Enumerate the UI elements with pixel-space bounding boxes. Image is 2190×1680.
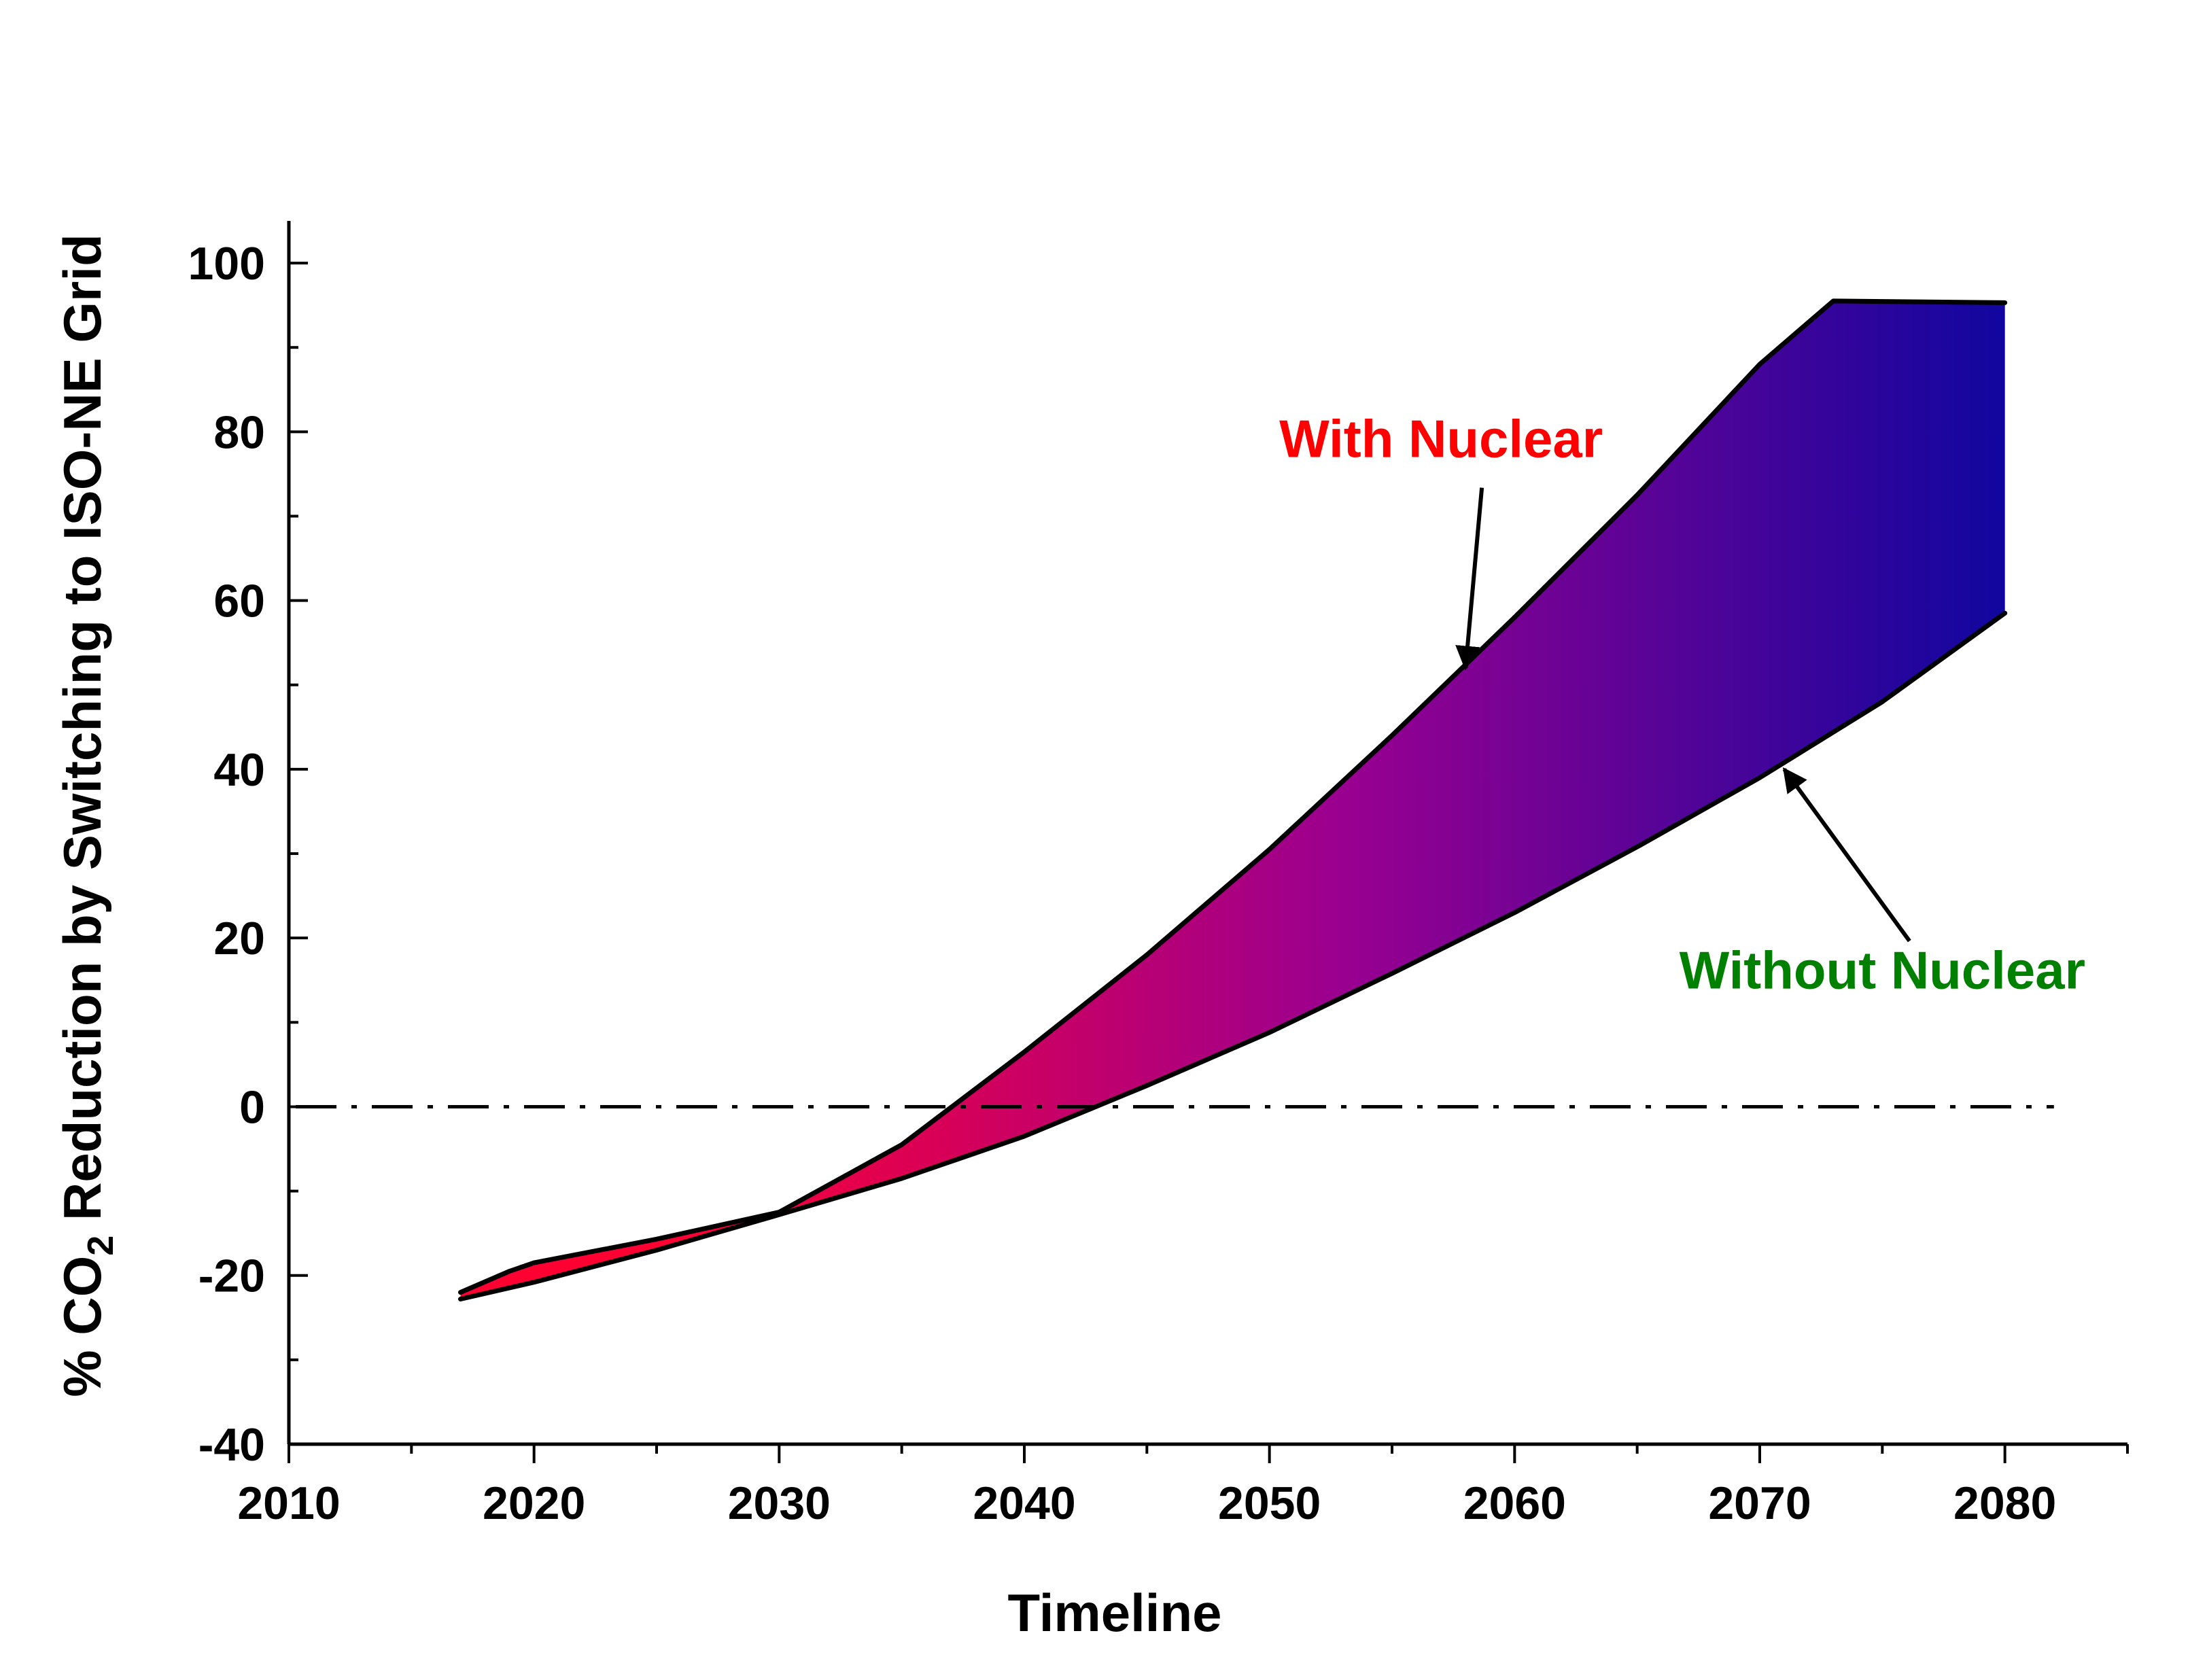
y-axis-title-prefix: % CO	[52, 1256, 112, 1397]
y-tick-label: 40	[213, 744, 265, 796]
x-tick-label: 2030	[728, 1477, 831, 1529]
y-tick-label: -20	[198, 1250, 265, 1302]
series-line-with-nuclear	[458, 298, 2008, 1295]
annotation-without-nuclear: Without Nuclear	[1680, 941, 2085, 1000]
arrow-with-nuclear	[1455, 487, 1484, 671]
y-tick-label: 20	[213, 913, 265, 964]
x-axis-title: Timeline	[1007, 1583, 1221, 1643]
annotation-with-nuclear: With Nuclear	[1279, 409, 1603, 469]
band-area	[460, 300, 2005, 1299]
y-tick-label: 60	[213, 576, 265, 627]
y-tick-label: -40	[198, 1419, 265, 1471]
y-axis-title-subscript: 2	[80, 1236, 121, 1256]
y-tick-label: 100	[188, 238, 265, 290]
x-tick-label: 2040	[973, 1477, 1075, 1529]
arrow-without-nuclear	[1782, 767, 1911, 943]
y-axis-title: % CO2 Reduction by Switching to ISO-NE G…	[52, 234, 121, 1397]
x-tick-label: 2070	[1708, 1477, 1811, 1529]
y-axis-title-suffix: Reduction by Switching to ISO-NE Grid	[52, 234, 112, 1235]
x-tick-label: 2010	[237, 1477, 340, 1529]
y-tick-label: 80	[213, 406, 265, 458]
x-tick-label: 2080	[1953, 1477, 2056, 1529]
x-tick-label: 2020	[483, 1477, 585, 1529]
y-tick-label: 0	[239, 1081, 265, 1133]
series-line-without-nuclear	[458, 610, 2008, 1301]
x-tick-label: 2060	[1463, 1477, 1566, 1529]
x-tick-label: 2050	[1218, 1477, 1321, 1529]
